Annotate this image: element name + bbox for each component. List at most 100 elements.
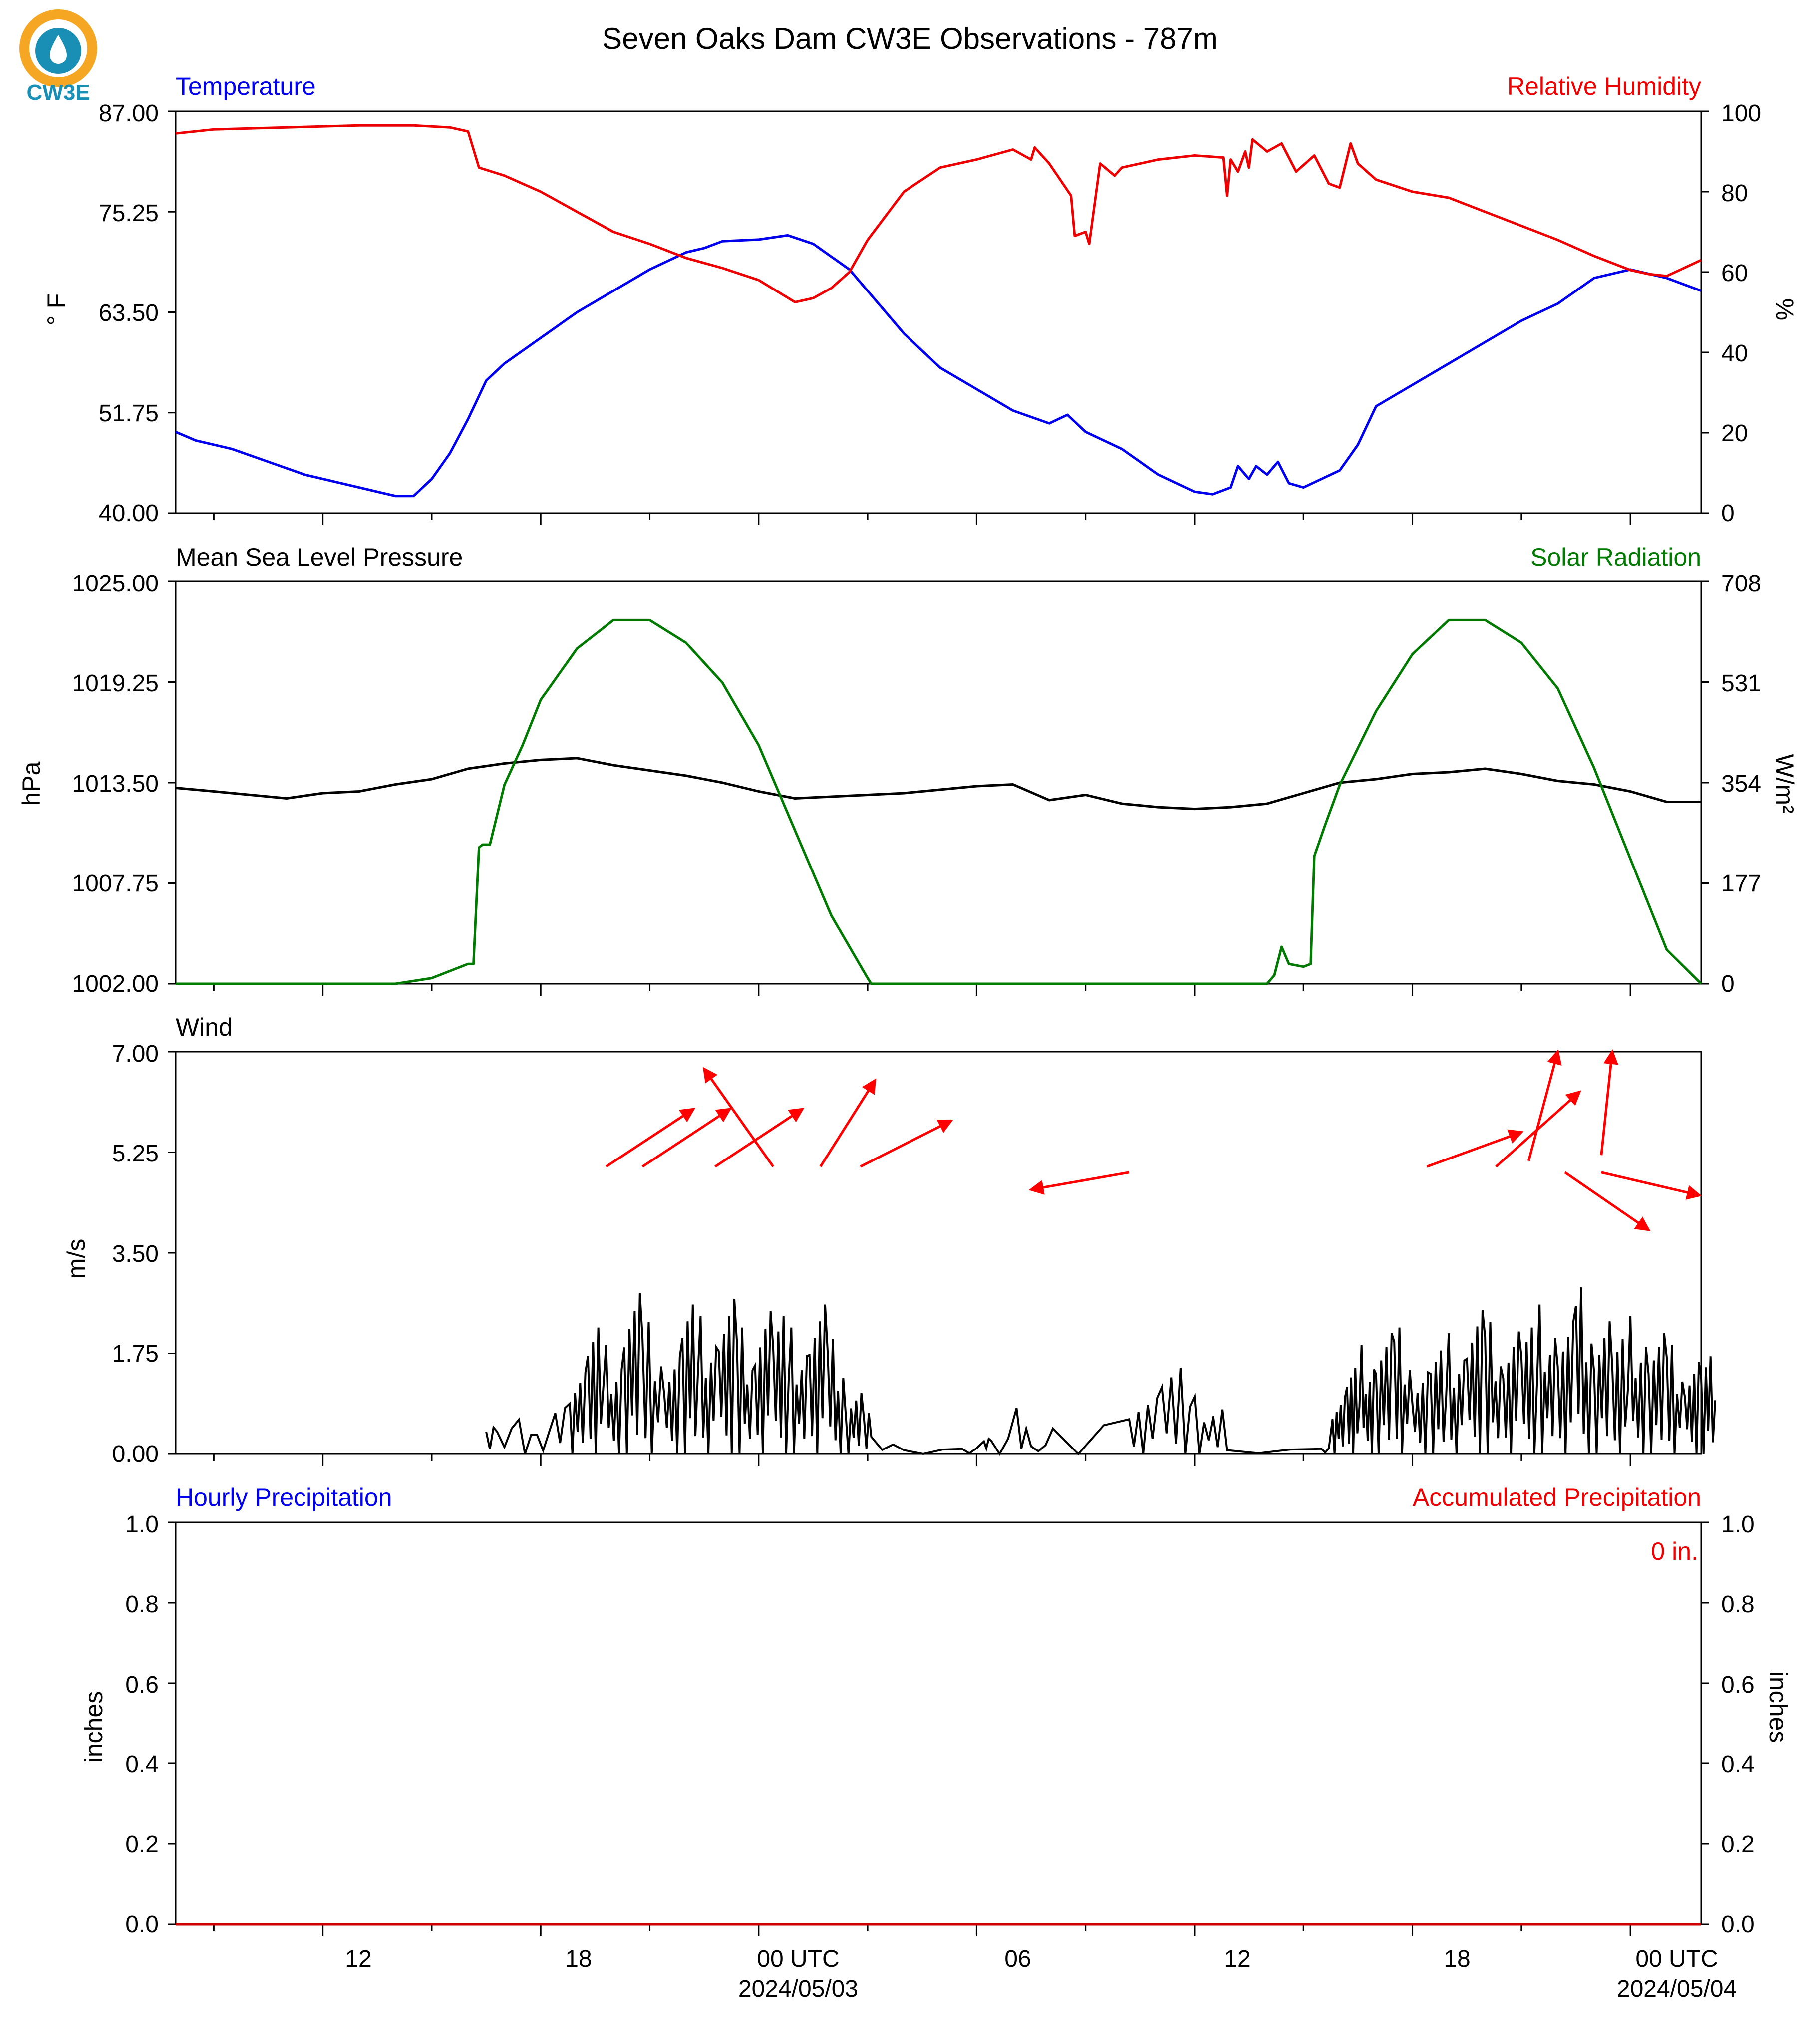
relative-humidity-line [175, 124, 1702, 303]
solar-radiation-line [176, 618, 1702, 985]
wind-direction-arrow [1028, 1171, 1130, 1195]
precip-right-axis-title: inches [1764, 1671, 1792, 1743]
water-drop-icon [50, 35, 67, 64]
y-tick-label: 0.2 [1721, 1831, 1755, 1858]
wind-direction-arrow [819, 1078, 877, 1167]
y-tick-label: 0.0 [125, 1911, 159, 1938]
y-tick-label: 1.0 [1721, 1511, 1755, 1538]
y-tick-label: 0.8 [125, 1591, 159, 1618]
y-tick-label: 531 [1721, 670, 1761, 697]
y-tick-label: 1019.25 [72, 670, 159, 697]
accum-precip-label: Accumulated Precipitation [1413, 1483, 1701, 1511]
solar-label: Solar Radiation [1530, 543, 1701, 571]
y-tick-label: 40.00 [99, 500, 159, 527]
x-tick-label: 00 UTC [1635, 1946, 1718, 1972]
x-tick-label: 18 [1444, 1946, 1470, 1972]
pressure-solar-panel: Mean Sea Level Pressure Solar Radiation … [17, 543, 1799, 997]
logo-sun-ring [19, 9, 97, 87]
wind-direction-arrow [1600, 1049, 1619, 1156]
cw3e-logo: CW3E [19, 9, 97, 105]
x-date-label: 2024/05/04 [1617, 1976, 1737, 2002]
y-tick-label: 1002.00 [72, 971, 159, 997]
wind-panel: Wind m/s 7.00 5.25 3.50 1.75 0.00 [62, 1013, 1717, 1467]
wind-direction-arrow [1564, 1171, 1651, 1231]
x-tick-label: 18 [565, 1946, 592, 1972]
wind-plot [485, 1049, 1717, 1456]
hourly-precip-label: Hourly Precipitation [176, 1483, 392, 1511]
temperature-humidity-plot [175, 124, 1702, 498]
y-tick-label: 0.0 [1721, 1911, 1755, 1938]
y-tick-label: 0.6 [125, 1672, 159, 1698]
temperature-label: Temperature [176, 72, 316, 100]
pressure-label: Mean Sea Level Pressure [176, 543, 463, 571]
temperature-axis-title: ° F [42, 293, 70, 325]
figure-title: Seven Oaks Dam CW3E Observations - 787m [602, 22, 1218, 55]
pressure-y-tick-labels: 1025.00 1019.25 1013.50 1007.75 1002.00 [72, 571, 159, 997]
logo-text: CW3E [26, 80, 90, 105]
temperature-line [175, 234, 1702, 498]
y-tick-label: 63.50 [99, 300, 159, 326]
y-tick-label: 40 [1721, 340, 1748, 367]
humidity-label: Relative Humidity [1507, 72, 1701, 100]
y-tick-label: 354 [1721, 771, 1761, 797]
y-tick-label: 51.75 [99, 400, 159, 427]
y-tick-label: 87.00 [99, 100, 159, 127]
y-tick-label: 5.25 [112, 1141, 159, 1167]
y-tick-label: 1025.00 [72, 571, 159, 597]
y-tick-label: 1013.50 [72, 771, 159, 797]
wind-direction-arrow [1601, 1171, 1702, 1200]
y-tick-label: 0.8 [1721, 1591, 1755, 1618]
y-tick-label: 3.50 [112, 1241, 159, 1267]
pressure-axis-title: hPa [17, 761, 45, 806]
y-tick-label: 0.4 [125, 1751, 159, 1778]
y-tick-label: 0.2 [125, 1831, 159, 1858]
wind-direction-arrow [641, 1108, 732, 1168]
pressure-solar-plot [175, 618, 1702, 985]
wind-direction-arrow [702, 1067, 774, 1167]
accumulated-total-label: 0 in. [1651, 1537, 1698, 1565]
y-tick-label: 7.00 [112, 1041, 159, 1067]
temperature-humidity-axes [168, 110, 1709, 525]
wind-direction-arrow [1527, 1049, 1562, 1161]
wind-direction-arrow [714, 1108, 805, 1168]
y-tick-label: 1007.75 [72, 870, 159, 897]
x-tick-label: 00 UTC [757, 1946, 839, 1972]
humidity-y-tick-labels: 100 80 60 40 20 0 [1721, 100, 1761, 527]
wind-direction-arrow [860, 1119, 953, 1168]
solar-y-tick-labels: 708 531 354 177 0 [1721, 571, 1761, 997]
x-tick-label: 12 [1224, 1946, 1250, 1972]
wind-y-tick-labels: 7.00 5.25 3.50 1.75 0.00 [112, 1041, 159, 1467]
wind-speed-line [485, 1287, 1717, 1456]
precipitation-panel: Hourly Precipitation Accumulated Precipi… [80, 1483, 1792, 1938]
y-tick-label: 0 [1721, 971, 1735, 997]
y-tick-label: 80 [1721, 180, 1748, 207]
wind-label: Wind [176, 1013, 233, 1041]
wind-axis-title: m/s [62, 1239, 90, 1279]
x-tick-label: 06 [1004, 1946, 1031, 1972]
wind-direction-arrow [1426, 1129, 1524, 1168]
precip-left-axis-title: inches [80, 1691, 108, 1763]
y-tick-label: 20 [1721, 420, 1748, 447]
x-tick-labels: 12 18 00 UTC 2024/05/03 06 12 18 00 UTC … [345, 1946, 1737, 2002]
y-tick-label: 0.6 [1721, 1672, 1755, 1698]
y-tick-label: 100 [1721, 100, 1761, 127]
solar-axis-title: W/m² [1771, 754, 1799, 813]
y-tick-label: 0.4 [1721, 1751, 1755, 1778]
x-date-label: 2024/05/03 [738, 1976, 858, 2002]
mean-sea-level-pressure-line [175, 757, 1701, 811]
precip-right-y-tick-labels: 1.0 0.8 0.6 0.4 0.2 0.0 [1721, 1511, 1755, 1938]
x-tick-label: 12 [345, 1946, 371, 1972]
y-tick-label: 0 [1721, 500, 1735, 527]
y-tick-label: 1.0 [125, 1511, 159, 1538]
y-tick-label: 1.75 [112, 1341, 159, 1367]
y-tick-label: 60 [1721, 260, 1748, 287]
y-tick-label: 708 [1721, 571, 1761, 597]
y-tick-label: 0.00 [112, 1441, 159, 1467]
humidity-axis-title: % [1771, 298, 1799, 320]
wind-axes [168, 1051, 1702, 1466]
precip-left-y-tick-labels: 1.0 0.8 0.6 0.4 0.2 0.0 [125, 1511, 159, 1938]
y-tick-label: 177 [1721, 870, 1761, 897]
wind-direction-arrow [605, 1108, 696, 1168]
